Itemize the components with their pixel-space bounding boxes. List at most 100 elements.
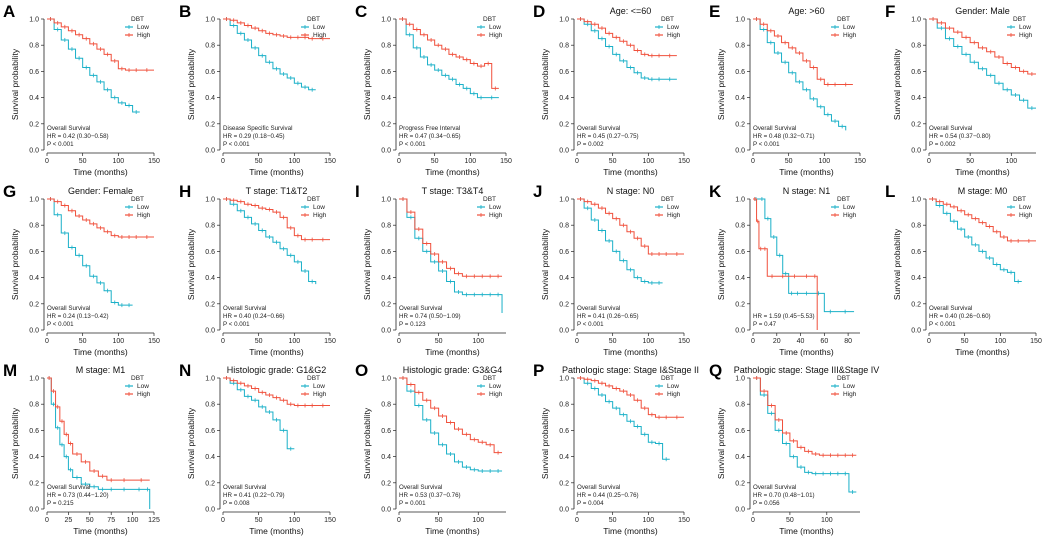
hazard-ratio-text: HR = 0.41 (0.22−0.79) [223, 492, 285, 499]
survival-type-label: Overall Survival [577, 305, 620, 312]
km-panel-d: D Age: <=60 0.0 0.2 0.4 0.6 0.8 1.0 0 50 100 150 Tim… [530, 0, 706, 180]
y-tick-label: 0.0 [911, 328, 921, 335]
y-axis-label: Survival probability [10, 407, 20, 479]
km-curve-low [47, 198, 133, 306]
x-tick-label: 50 [609, 158, 617, 165]
x-tick-label: 100 [821, 517, 833, 524]
legend-label-high: High [667, 391, 681, 398]
x-axis-label: Time (months) [425, 526, 480, 536]
y-tick-label: 0.4 [559, 275, 569, 282]
p-value-text: P = 0.215 [47, 500, 74, 507]
x-tick-label: 100 [642, 158, 654, 165]
y-tick-label: 0.0 [559, 507, 569, 514]
p-value-text: P < 0.001 [47, 321, 74, 328]
legend-title: DBT [307, 196, 320, 203]
x-tick-label: 150 [678, 338, 690, 345]
survival-type-label: Overall Survival [399, 484, 442, 491]
y-axis-label: Survival probability [362, 228, 372, 300]
panel-title: Histologic grade: G3&G4 [403, 365, 503, 375]
y-tick-label: 1.0 [381, 197, 391, 204]
km-curve-low [47, 18, 140, 113]
km-panel-a: A 0.0 0.2 0.4 0.6 0.8 1.0 0 50 100 150 Time (months… [0, 0, 176, 180]
km-panel-l: L M stage: M0 0.0 0.2 0.4 0.6 0.8 1.0 0 50 100 150 T… [882, 180, 1058, 360]
panel-title: T stage: T1&T2 [246, 186, 308, 196]
x-tick-label: 50 [255, 517, 263, 524]
panel-letter: C [355, 2, 367, 21]
x-tick-label: 100 [288, 338, 300, 345]
panel-title: Age: <=60 [610, 6, 652, 16]
panel-letter: F [885, 2, 895, 21]
x-tick-label: 0 [927, 338, 931, 345]
x-tick-label: 0 [751, 158, 755, 165]
x-tick-label: 0 [575, 338, 579, 345]
y-axis-label: Survival probability [892, 228, 902, 300]
y-tick-label: 0.2 [29, 121, 39, 128]
km-curve-high [577, 198, 684, 255]
x-tick-label: 80 [844, 338, 852, 345]
p-value-text: P = 0.123 [399, 321, 426, 328]
y-tick-label: 1.0 [205, 376, 215, 383]
x-tick-label: 100 [818, 158, 830, 165]
survival-type-label: Overall Survival [929, 305, 972, 312]
panel-title: M stage: M1 [76, 365, 126, 375]
hazard-ratio-text: HR = 0.70 (0.48−1.01) [753, 492, 815, 499]
km-panel-f: F Gender: Male 0.0 0.2 0.4 0.6 0.8 1.0 0 50 100 Tim… [882, 0, 1058, 180]
y-tick-label: 0.2 [559, 121, 569, 128]
x-tick-label: 50 [609, 517, 617, 524]
legend-label-high: High [667, 32, 681, 39]
x-tick-label: 0 [45, 338, 49, 345]
x-axis-label: Time (months) [603, 167, 658, 177]
km-curve-high [753, 18, 853, 85]
p-value-text: P < 0.001 [47, 141, 74, 148]
y-tick-label: 0.4 [29, 454, 39, 461]
y-tick-label: 0.2 [735, 480, 745, 487]
legend-label-low: Low [137, 24, 149, 31]
km-panel-b: B 0.0 0.2 0.4 0.6 0.8 1.0 0 50 100 150 Time (months… [176, 0, 352, 180]
panel-title: N stage: N0 [607, 186, 655, 196]
y-tick-label: 0.8 [381, 402, 391, 409]
legend-label-high: High [137, 32, 151, 39]
y-tick-label: 0.8 [205, 43, 215, 50]
km-panel-m: M M stage: M1 0.0 0.2 0.4 0.6 0.8 1.0 0 25 50 75 100… [0, 359, 176, 539]
legend-label-low: Low [137, 204, 149, 211]
p-value-text: P < 0.001 [223, 141, 250, 148]
y-axis-label: Survival probability [892, 48, 902, 120]
km-chart-svg: D Age: <=60 0.0 0.2 0.4 0.6 0.8 1.0 0 50 100 150 Tim… [533, 2, 690, 177]
panel-letter: I [355, 182, 360, 201]
panel-title: Gender: Male [955, 6, 1010, 16]
y-tick-label: 1.0 [559, 197, 569, 204]
y-axis-label: Survival probability [186, 48, 196, 120]
x-tick-label: 50 [785, 158, 793, 165]
km-curve-low [399, 18, 499, 99]
y-tick-label: 0.6 [559, 69, 569, 76]
legend-title: DBT [1013, 16, 1026, 23]
legend-label-low: Low [667, 383, 679, 390]
legend-label-high: High [843, 391, 857, 398]
km-panel-j: J N stage: N0 0.0 0.2 0.4 0.6 0.8 1.0 0 50 100 150 T… [530, 180, 706, 360]
km-panel-p: P Pathologic stage: Stage I&Stage II 0.0 0.… [530, 359, 706, 539]
hazard-ratio-text: HR = 0.73 (0.44−1.20) [47, 492, 109, 499]
y-tick-label: 0.2 [911, 121, 921, 128]
x-axis-label: Time (months) [603, 526, 658, 536]
y-tick-label: 0.6 [205, 428, 215, 435]
km-panel-i: I T stage: T3&T4 0.0 0.2 0.4 0.6 0.8 1.0 0 50 100 T… [352, 180, 528, 360]
y-tick-label: 0.8 [381, 223, 391, 230]
y-tick-label: 0.4 [735, 275, 745, 282]
hazard-ratio-text: HR = 0.41 (0.26−0.65) [577, 313, 639, 320]
y-tick-label: 1.0 [735, 376, 745, 383]
y-axis-label: Survival probability [362, 48, 372, 120]
y-tick-label: 0.4 [559, 454, 569, 461]
km-curve-low [223, 18, 316, 91]
legend-label-low: Low [843, 24, 855, 31]
legend-label-high: High [137, 212, 151, 219]
km-curve-low [753, 198, 855, 313]
y-axis-label: Survival probability [716, 48, 726, 120]
y-tick-label: 0.6 [559, 249, 569, 256]
legend-label-low: Low [313, 383, 325, 390]
legend-title: DBT [483, 16, 496, 23]
panel-title: N stage: N1 [783, 186, 831, 196]
km-panel-g: G Gender: Female 0.0 0.2 0.4 0.6 0.8 1.0 0 50 100 1… [0, 180, 176, 360]
km-chart-svg: H T stage: T1&T2 0.0 0.2 0.4 0.6 0.8 1.0 0 50 100 1… [179, 182, 336, 357]
x-tick-label: 100 [288, 517, 300, 524]
legend-title: DBT [307, 16, 320, 23]
